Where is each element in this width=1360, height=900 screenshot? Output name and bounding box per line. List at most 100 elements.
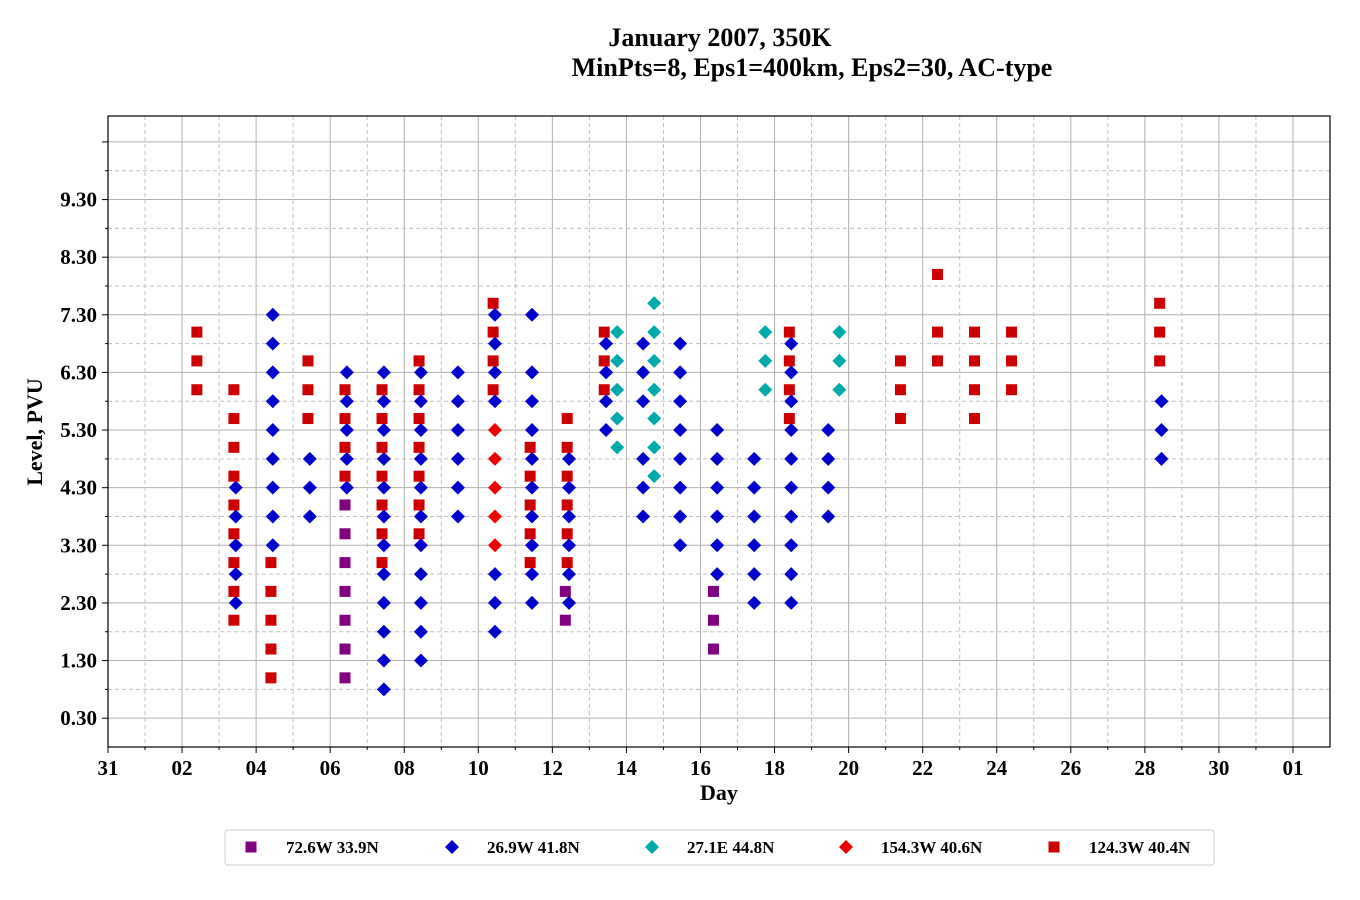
data-point [931,268,943,280]
data-point [636,365,651,380]
data-point [339,614,351,626]
data-point [413,413,425,425]
data-point [610,325,625,340]
data-point [302,384,314,396]
data-point [598,355,610,367]
data-point [931,355,943,367]
data-point [265,365,280,380]
y-tick-label: 0.30 [60,706,97,730]
data-point [969,355,981,367]
data-point [562,480,577,495]
data-point [821,509,836,524]
data-point [710,480,725,495]
data-point [1154,326,1166,338]
y-tick-label: 9.30 [60,188,97,212]
data-point [339,451,354,466]
data-point [487,394,502,409]
data-point [832,353,847,368]
data-point [610,411,625,426]
data-point [524,499,536,511]
data-point [561,499,573,511]
legend-items: 72.6W 33.9N 26.9W 41.8N 27.1E 44.8N 154.3W … [245,838,1191,857]
data-point [265,509,280,524]
data-point [673,451,688,466]
chart-title: January 2007, 350K [608,23,832,52]
legend-label: 72.6W 33.9N [286,838,379,857]
data-point [487,336,502,351]
y-tick-label: 2.30 [60,591,97,615]
data-point [784,365,799,380]
data-point [413,538,428,553]
data-point [832,325,847,340]
data-point [339,672,351,684]
data-point [784,336,799,351]
y-tick-label: 4.30 [60,476,97,500]
data-point [1154,423,1169,438]
x-tick-label: 14 [616,756,638,780]
data-point [647,296,662,311]
series-4 [487,423,502,553]
data-point [487,423,502,438]
data-point [784,394,799,409]
legend: 72.6W 33.9N 26.9W 41.8N 27.1E 44.8N 154.3W … [224,829,1215,866]
data-point [561,441,573,453]
data-point [450,423,465,438]
data-point [487,307,502,322]
data-point [228,470,240,482]
data-point [710,423,725,438]
data-point [562,451,577,466]
y-axis-ticks: 0.30 1.30 2.30 3.30 4.30 5.30 6.30 7.30 8.30 9.30 [60,141,108,730]
data-point [673,480,688,495]
data-point [228,567,243,582]
data-point [784,509,799,524]
data-point [376,499,388,511]
data-point [562,509,577,524]
data-point [524,528,536,540]
data-point [524,567,539,582]
data-point [450,509,465,524]
data-point [413,528,425,540]
data-point [339,643,351,655]
data-point [413,595,428,610]
data-point [747,509,762,524]
data-point [524,595,539,610]
data-point [302,509,317,524]
data-point [1154,451,1169,466]
data-point [821,480,836,495]
data-point [524,538,539,553]
data-point [228,413,240,425]
legend-marker [1048,841,1060,853]
data-point [487,326,499,338]
data-point [894,413,906,425]
data-point [413,470,425,482]
y-axis-label: Level, PVU [22,378,47,486]
data-point [487,509,502,524]
data-point [339,499,351,511]
data-point [710,509,725,524]
data-point [610,382,625,397]
data-point [598,384,610,396]
data-point [376,567,391,582]
data-point [524,480,539,495]
data-point [339,557,351,569]
data-point [487,365,502,380]
data-point [339,528,351,540]
data-point [339,365,354,380]
data-point [673,394,688,409]
x-tick-label: 18 [764,756,785,780]
data-point [647,325,662,340]
data-point [376,470,388,482]
data-point [413,355,425,367]
data-point [673,365,688,380]
data-point [598,326,610,338]
data-point [191,326,203,338]
plot-frame [107,115,1331,748]
data-point [228,441,240,453]
data-point [302,480,317,495]
data-point [673,336,688,351]
data-point [647,382,662,397]
y-tick-label: 7.30 [60,303,97,327]
data-point [707,643,719,655]
data-point [487,297,499,309]
x-tick-label: 24 [986,756,1008,780]
